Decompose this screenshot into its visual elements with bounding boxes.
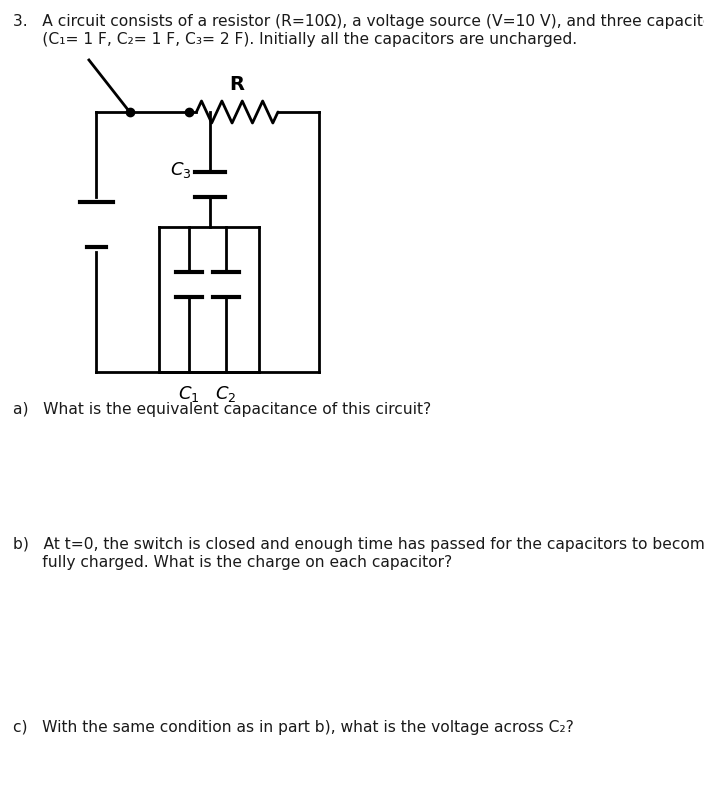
Text: (C₁= 1 F, C₂= 1 F, C₃= 2 F). Initially all the capacitors are uncharged.: (C₁= 1 F, C₂= 1 F, C₃= 2 F). Initially a… bbox=[13, 32, 577, 47]
Text: fully charged. What is the charge on each capacitor?: fully charged. What is the charge on eac… bbox=[13, 555, 453, 570]
Text: b)   At t=0, the switch is closed and enough time has passed for the capacitors : b) At t=0, the switch is closed and enou… bbox=[13, 537, 704, 552]
Text: R: R bbox=[230, 75, 245, 94]
Text: 3.   A circuit consists of a resistor (R=10Ω), a voltage source (V=10 V), and th: 3. A circuit consists of a resistor (R=1… bbox=[13, 14, 704, 29]
Text: $C_3$: $C_3$ bbox=[170, 159, 191, 180]
Text: a)   What is the equivalent capacitance of this circuit?: a) What is the equivalent capacitance of… bbox=[13, 402, 432, 417]
Text: $C_1$: $C_1$ bbox=[178, 384, 200, 404]
Text: c)   With the same condition as in part b), what is the voltage across C₂?: c) With the same condition as in part b)… bbox=[13, 720, 574, 735]
Text: $C_2$: $C_2$ bbox=[215, 384, 237, 404]
